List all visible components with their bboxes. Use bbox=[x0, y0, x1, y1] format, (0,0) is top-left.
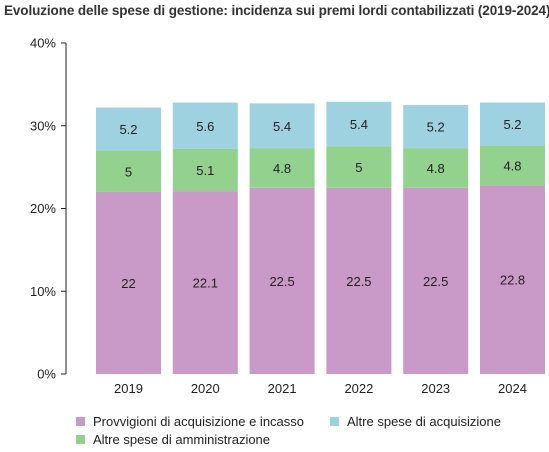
bar-segment-amministrazione bbox=[96, 150, 161, 192]
legend-item-provvigioni: Provvigioni di acquisizione e incasso bbox=[76, 414, 304, 429]
data-label: 22.5 bbox=[346, 274, 371, 289]
bar-segment-provvigioni bbox=[249, 187, 315, 374]
y-tick-label: 10% bbox=[30, 284, 56, 299]
y-tick-label: 40% bbox=[30, 36, 56, 51]
bar-segment-amministrazione bbox=[172, 148, 238, 192]
bar-segment-provvigioni bbox=[480, 185, 545, 374]
data-label: 4.8 bbox=[503, 158, 521, 173]
data-label: 5.1 bbox=[196, 163, 214, 178]
data-label: 22.5 bbox=[423, 274, 448, 289]
x-tick-label: 2023 bbox=[421, 381, 450, 396]
bar-segment-provvigioni bbox=[403, 187, 469, 374]
bar-segment-provvigioni bbox=[96, 191, 161, 374]
bar-segment-amministrazione bbox=[403, 148, 469, 188]
bar-segment-acquisizione bbox=[403, 105, 469, 149]
data-label: 22.8 bbox=[500, 273, 525, 288]
y-tick-label: 30% bbox=[30, 118, 56, 133]
bar-segment-provvigioni bbox=[326, 187, 392, 374]
data-label: 22.5 bbox=[269, 274, 294, 289]
data-label: 5 bbox=[125, 164, 132, 179]
bar-segment-amministrazione bbox=[326, 146, 392, 188]
legend-item-acquisizione: Altre spese di acquisizione bbox=[330, 414, 501, 429]
legend-swatch-amministrazione bbox=[76, 435, 85, 444]
data-label: 5.4 bbox=[350, 117, 368, 132]
legend-label-amministrazione: Altre spese di amministrazione bbox=[93, 432, 271, 447]
data-label: 4.8 bbox=[273, 161, 291, 176]
x-tick-label: 2019 bbox=[114, 381, 143, 396]
data-label: 5.2 bbox=[503, 117, 521, 132]
bar-segment-amministrazione bbox=[480, 145, 545, 186]
legend-swatch-acquisizione bbox=[330, 417, 339, 426]
data-label: 4.8 bbox=[427, 161, 445, 176]
data-label: 22 bbox=[121, 276, 135, 291]
bar-segment-acquisizione bbox=[249, 103, 315, 149]
data-label: 22.1 bbox=[193, 276, 218, 291]
chart-title: Evoluzione delle spese di gestione: inci… bbox=[4, 3, 549, 18]
bar-segment-acquisizione bbox=[326, 101, 392, 147]
y-tick-label: 0% bbox=[37, 367, 56, 382]
data-label: 5.4 bbox=[273, 119, 291, 134]
data-label: 5.2 bbox=[119, 122, 137, 137]
legend-label-acquisizione: Altre spese di acquisizione bbox=[347, 414, 501, 429]
bar-segment-acquisizione bbox=[172, 102, 238, 149]
x-tick-label: 2024 bbox=[498, 381, 527, 396]
bar-segment-provvigioni bbox=[172, 191, 238, 374]
data-label: 5.6 bbox=[196, 119, 214, 134]
data-label: 5 bbox=[355, 160, 362, 175]
bar-segment-amministrazione bbox=[249, 148, 315, 188]
x-tick-label: 2020 bbox=[191, 381, 220, 396]
x-tick-label: 2022 bbox=[344, 381, 373, 396]
bar-segment-acquisizione bbox=[480, 102, 545, 146]
legend-swatch-provvigioni bbox=[76, 417, 85, 426]
y-tick-label: 20% bbox=[30, 201, 56, 216]
legend-item-amministrazione: Altre spese di amministrazione bbox=[76, 432, 270, 447]
x-tick-label: 2021 bbox=[268, 381, 297, 396]
data-label: 5.2 bbox=[427, 120, 445, 135]
bar-segment-acquisizione bbox=[96, 107, 161, 151]
legend-label-provvigioni: Provvigioni di acquisizione e incasso bbox=[93, 414, 305, 429]
